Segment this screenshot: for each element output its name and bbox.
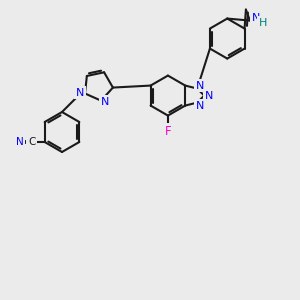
Text: N: N <box>205 91 213 100</box>
Text: N: N <box>16 137 24 147</box>
Text: F: F <box>165 125 171 138</box>
Text: N: N <box>196 81 204 91</box>
Text: N: N <box>252 13 260 22</box>
Text: C: C <box>28 137 35 147</box>
Text: H: H <box>259 18 267 28</box>
Text: N: N <box>76 88 84 98</box>
Text: N: N <box>101 97 109 107</box>
Text: N: N <box>196 100 204 111</box>
